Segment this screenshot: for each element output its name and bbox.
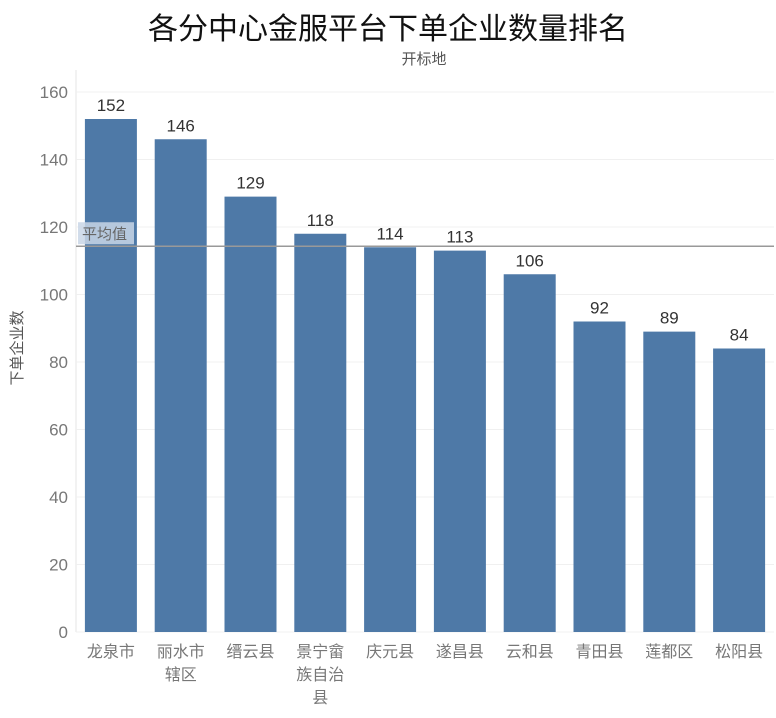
value-labels: 152 146 129 118 114 113 106 92 89 84 <box>97 96 749 345</box>
x-axis-labels: 龙泉市 丽水市辖区 缙云县 景宁畲族自治县 庆元县 遂昌县 云和县 青田县 莲都区 松阳县 <box>87 642 763 707</box>
bar <box>713 348 766 632</box>
x-tick-label: 青田县 <box>575 642 623 661</box>
reference-line-group: 平均值 <box>76 222 774 247</box>
y-tick-label: 140 <box>40 151 68 170</box>
data-label: 152 <box>97 96 125 115</box>
data-label: 84 <box>730 326 749 345</box>
bars <box>84 119 766 632</box>
y-axis-title: 下单企业数 <box>8 310 26 385</box>
x-tick-label: 丽水市辖区 <box>157 642 205 684</box>
data-label: 146 <box>167 116 195 135</box>
x-tick-label: 缙云县 <box>226 642 274 661</box>
bar <box>364 247 417 632</box>
x-tick-label: 景宁畲族自治县 <box>296 642 344 707</box>
data-label: 106 <box>516 251 544 270</box>
data-label: 113 <box>446 228 473 247</box>
y-tick-label: 0 <box>59 623 68 642</box>
data-label: 114 <box>377 224 404 243</box>
x-tick-label: 遂昌县 <box>436 642 484 661</box>
bar <box>154 139 207 632</box>
y-tick-label: 120 <box>40 218 68 237</box>
bar <box>573 321 626 632</box>
y-tick-label: 20 <box>49 556 68 575</box>
bar <box>433 250 486 632</box>
y-tick-label: 160 <box>40 83 68 102</box>
x-tick-label: 松阳县 <box>715 642 763 661</box>
data-label: 118 <box>307 211 334 230</box>
y-tick-label: 100 <box>40 286 68 305</box>
chart-title: 各分中心金服平台下单企业数量排名 <box>148 12 628 47</box>
y-tick-label: 60 <box>49 421 68 440</box>
bar <box>503 274 556 632</box>
reference-label-background <box>78 222 134 245</box>
y-tick-label: 80 <box>49 353 68 372</box>
bar <box>84 119 137 632</box>
bar <box>224 196 277 632</box>
x-tick-label: 龙泉市 <box>87 642 135 661</box>
y-axis-ticks: 0 20 40 60 80 100 120 140 160 <box>40 83 68 642</box>
x-tick-label: 云和县 <box>506 642 554 661</box>
data-label: 92 <box>590 299 609 318</box>
data-label: 129 <box>236 174 264 193</box>
x-tick-label: 莲都区 <box>645 642 693 661</box>
x-tick-label: 庆元县 <box>366 642 414 661</box>
data-label: 89 <box>660 309 679 328</box>
x-axis-title: 开标地 <box>401 50 446 68</box>
y-tick-label: 40 <box>49 488 68 507</box>
bar <box>294 233 347 632</box>
average-line-label: 平均值 <box>82 225 127 243</box>
bar <box>643 331 696 632</box>
